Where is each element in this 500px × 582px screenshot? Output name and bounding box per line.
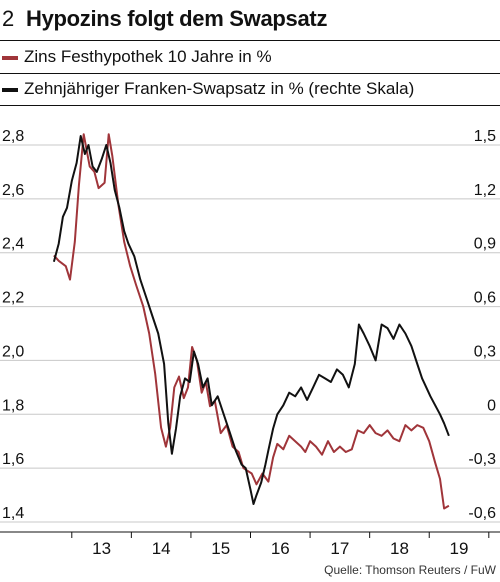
x-tick-label: 13 — [92, 539, 111, 558]
y-right-tick-label: 0 — [487, 397, 496, 414]
title-rule — [0, 40, 500, 41]
legend-label-mortgage: Zins Festhypothek 10 Jahre in % — [24, 47, 272, 66]
legend-swatch-mortgage — [2, 56, 18, 60]
x-tick-label: 15 — [211, 539, 230, 558]
source-note: Quelle: Thomson Reuters / FuW — [324, 563, 496, 577]
chart-title-text: Hypozins folgt dem Swapsatz — [26, 6, 328, 31]
x-tick-label: 14 — [152, 539, 171, 558]
y-left-tick-label: 1,6 — [2, 451, 24, 468]
legend-label-swap: Zehnjähriger Franken-Swapsatz in % (rech… — [24, 79, 415, 98]
y-right-tick-label: 1,5 — [474, 128, 496, 145]
chart-title: 2 Hypozins folgt dem Swapsatz — [0, 0, 500, 40]
legend-entry-swap: Zehnjähriger Franken-Swapsatz in % (rech… — [0, 75, 500, 105]
y-left-tick-label: 2,4 — [2, 236, 24, 253]
y-left-tick-label: 1,8 — [2, 397, 24, 414]
legend-entry-mortgage: Zins Festhypothek 10 Jahre in % — [0, 43, 500, 73]
y-right-tick-label: 1,2 — [474, 182, 496, 199]
chart-plot: 2,8 2,6 2,4 2,2 2,0 1,8 1,6 1,4 1,5 1,2 0,9 0,6 0,3 0… — [0, 128, 500, 558]
y-right-tick-label: 0,9 — [474, 236, 496, 253]
legend-bottom-rule — [0, 105, 500, 106]
series-line-mortgage-rate — [53, 133, 450, 510]
y-right-tick-label: 0,6 — [474, 290, 496, 307]
y-left-tick-label: 2,8 — [2, 128, 24, 145]
x-tick-label: 18 — [390, 539, 409, 558]
y-right-tick-label: -0,6 — [468, 505, 496, 522]
y-left-tick-label: 2,2 — [2, 290, 24, 307]
x-tick-label: 16 — [271, 539, 290, 558]
y-left-tick-label: 1,4 — [2, 505, 24, 522]
x-tick-label: 19 — [450, 539, 469, 558]
legend-swatch-swap — [2, 88, 18, 92]
y-right-tick-label: 0,3 — [474, 343, 496, 360]
y-left-tick-label: 2,6 — [2, 182, 24, 199]
series-line-swap-rate — [52, 135, 450, 505]
y-left-tick-label: 2,0 — [2, 343, 24, 360]
x-tick-label: 17 — [330, 539, 349, 558]
chart-number: 2 — [2, 6, 15, 31]
y-right-tick-label: -0,3 — [468, 451, 496, 468]
legend-divider — [0, 73, 500, 74]
